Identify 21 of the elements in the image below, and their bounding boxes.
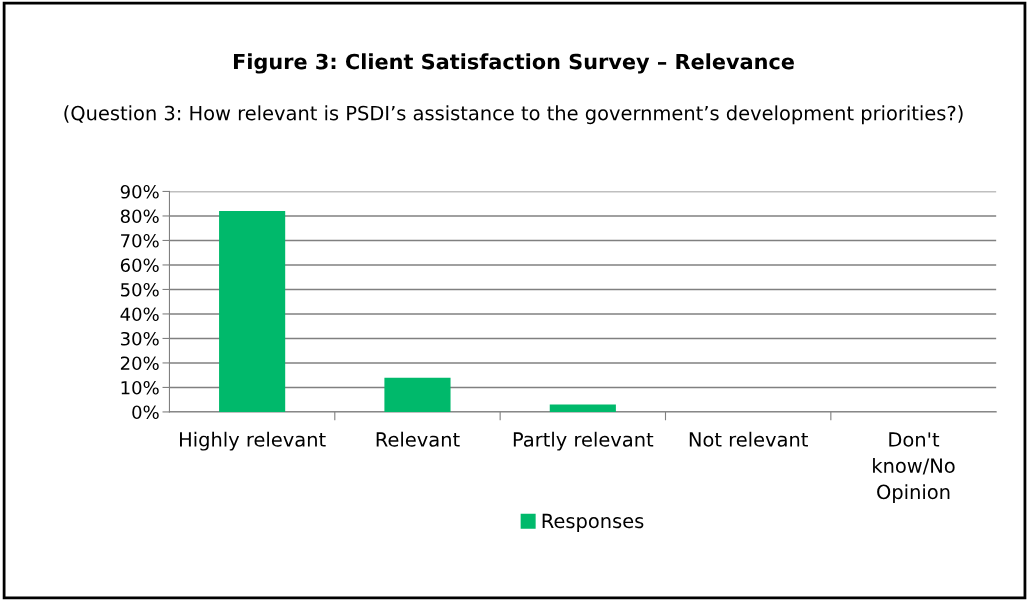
x-tick-label: Relevant	[376, 431, 460, 447]
bar	[219, 211, 286, 412]
chart-title: Figure 3: Client Satisfaction Survey – Relevance	[233, 53, 794, 74]
y-tick-label: 0%	[132, 405, 159, 420]
y-tick-label: 80%	[120, 209, 159, 224]
chart-subtitle: (Question 3: How relevant is PSDI’s assistance to the government’s development priorities?)	[64, 105, 963, 125]
x-tick-label: Highly relevant	[180, 431, 326, 451]
bar	[549, 404, 616, 412]
y-tick-label: 50%	[121, 282, 159, 297]
y-tick-label: 10%	[121, 380, 159, 395]
y-tick-label: 70%	[121, 233, 159, 248]
y-tick-label: 40%	[120, 307, 159, 322]
x-tick-label: Partly relevant	[513, 431, 654, 451]
bar	[384, 377, 451, 412]
x-tick-label: Not relevant	[689, 431, 808, 447]
y-tick-label: 90%	[120, 184, 159, 199]
y-tick-label: 20%	[120, 356, 159, 371]
y-tick-label: 60%	[120, 258, 159, 273]
y-tick-label: 30%	[120, 331, 159, 346]
x-tick-label: Don't know/No Opinion	[873, 432, 955, 503]
legend-label: Responses	[542, 513, 644, 533]
